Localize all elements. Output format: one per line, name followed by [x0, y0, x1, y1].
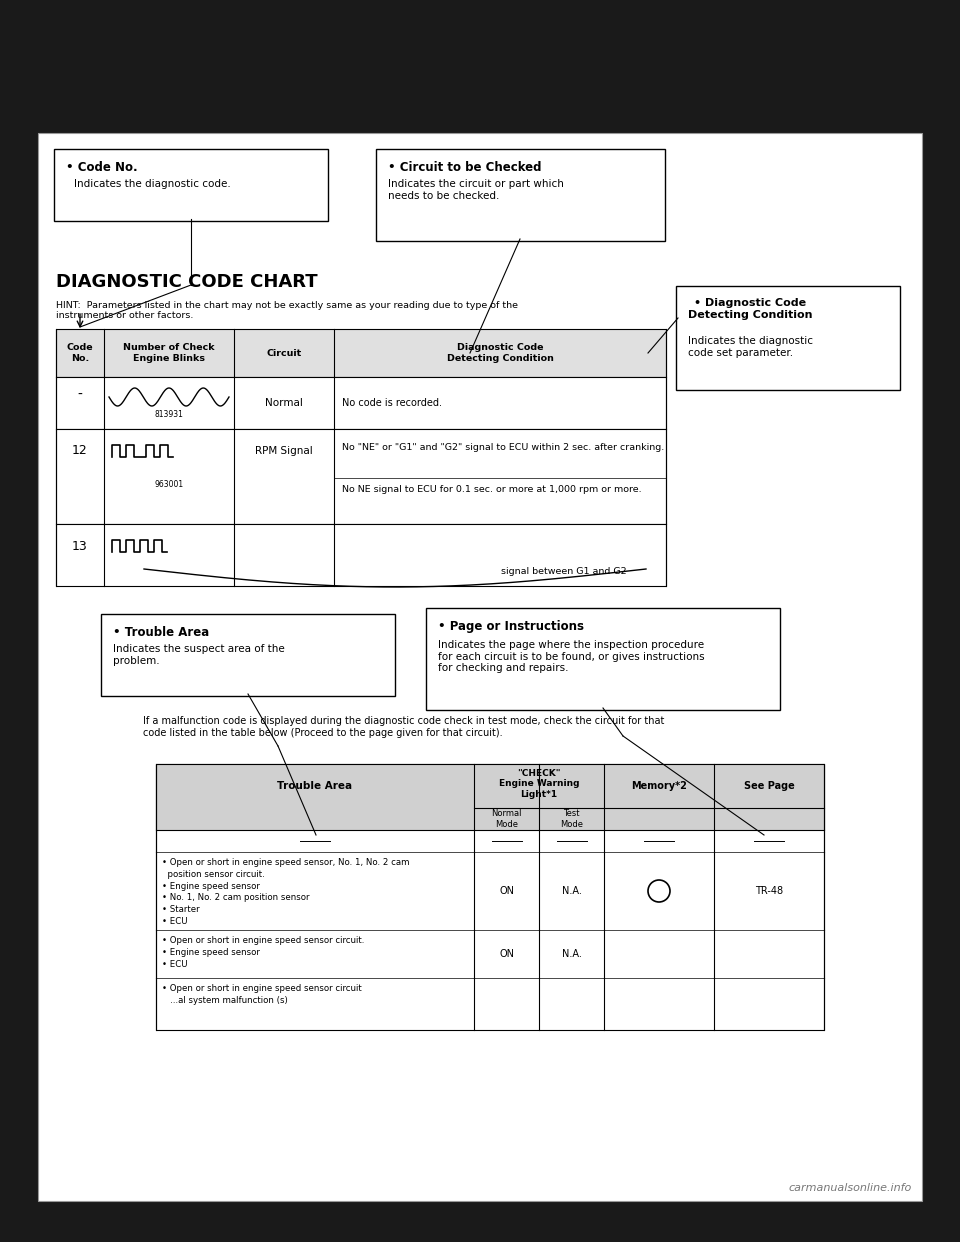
Text: ON: ON	[499, 886, 514, 895]
Text: Number of Check
Engine Blinks: Number of Check Engine Blinks	[123, 343, 215, 363]
Text: RPM Signal: RPM Signal	[255, 446, 313, 456]
Text: No NE signal to ECU for 0.1 sec. or more at 1,000 rpm or more.: No NE signal to ECU for 0.1 sec. or more…	[342, 484, 641, 493]
FancyBboxPatch shape	[101, 614, 395, 696]
Text: Trouble Area: Trouble Area	[277, 781, 352, 791]
FancyBboxPatch shape	[156, 764, 824, 830]
Text: Indicates the page where the inspection procedure
for each circuit is to be foun: Indicates the page where the inspection …	[438, 640, 705, 673]
Text: • Diagnostic Code
Detecting Condition: • Diagnostic Code Detecting Condition	[688, 298, 812, 319]
FancyBboxPatch shape	[676, 286, 900, 390]
Text: Indicates the diagnostic
code set parameter.: Indicates the diagnostic code set parame…	[688, 337, 813, 358]
FancyBboxPatch shape	[376, 149, 665, 241]
FancyBboxPatch shape	[56, 428, 666, 524]
FancyBboxPatch shape	[38, 133, 922, 1201]
Text: • Trouble Area: • Trouble Area	[113, 626, 209, 638]
Text: Memory*2: Memory*2	[631, 781, 687, 791]
Text: • Open or short in engine speed sensor, No. 1, No. 2 cam
  position sensor circu: • Open or short in engine speed sensor, …	[162, 858, 410, 927]
Text: 12: 12	[72, 445, 88, 457]
Text: See Page: See Page	[744, 781, 794, 791]
Text: signal between G1 and G2: signal between G1 and G2	[501, 568, 627, 576]
Text: Code
No.: Code No.	[66, 343, 93, 363]
Text: HINT:  Parameters listed in the chart may not be exactly same as your reading du: HINT: Parameters listed in the chart may…	[56, 301, 518, 320]
Text: No "NE" or "G1" and "G2" signal to ECU within 2 sec. after cranking.: No "NE" or "G1" and "G2" signal to ECU w…	[342, 442, 664, 452]
Text: • Circuit to be Checked: • Circuit to be Checked	[388, 161, 541, 174]
Text: DIAGNOSTIC CODE CHART: DIAGNOSTIC CODE CHART	[56, 273, 318, 291]
FancyBboxPatch shape	[56, 524, 666, 586]
Text: Test
Mode: Test Mode	[560, 810, 583, 828]
Text: 963001: 963001	[155, 479, 183, 489]
Text: 13: 13	[72, 539, 88, 553]
Text: • Open or short in engine speed sensor circuit.
• Engine speed sensor
• ECU: • Open or short in engine speed sensor c…	[162, 936, 365, 969]
Text: 813931: 813931	[155, 410, 183, 419]
FancyBboxPatch shape	[54, 149, 328, 221]
Text: carmanualsonline.info: carmanualsonline.info	[789, 1182, 912, 1194]
FancyBboxPatch shape	[426, 609, 780, 710]
Text: • Code No.: • Code No.	[66, 161, 137, 174]
Text: "CHECK"
Engine Warning
Light*1: "CHECK" Engine Warning Light*1	[499, 769, 579, 799]
Text: • Open or short in engine speed sensor circuit
   ...al system malfunction (s): • Open or short in engine speed sensor c…	[162, 984, 362, 1005]
Text: No code is recorded.: No code is recorded.	[342, 397, 442, 409]
Text: Indicates the circuit or part which
needs to be checked.: Indicates the circuit or part which need…	[388, 179, 564, 201]
FancyBboxPatch shape	[56, 378, 666, 428]
Text: -: -	[78, 388, 83, 402]
Text: • Page or Instructions: • Page or Instructions	[438, 620, 584, 633]
Text: Normal
Mode: Normal Mode	[492, 810, 521, 828]
Text: N.A.: N.A.	[562, 886, 582, 895]
Text: Indicates the diagnostic code.: Indicates the diagnostic code.	[74, 179, 230, 189]
Text: N.A.: N.A.	[562, 949, 582, 959]
Text: TR-48: TR-48	[755, 886, 783, 895]
Text: ON: ON	[499, 949, 514, 959]
Text: Indicates the suspect area of the
problem.: Indicates the suspect area of the proble…	[113, 645, 285, 666]
FancyBboxPatch shape	[156, 764, 824, 1030]
Text: Diagnostic Code
Detecting Condition: Diagnostic Code Detecting Condition	[446, 343, 553, 363]
Text: Normal: Normal	[265, 397, 303, 409]
FancyBboxPatch shape	[56, 329, 666, 378]
Text: If a malfunction code is displayed during the diagnostic code check in test mode: If a malfunction code is displayed durin…	[143, 715, 664, 738]
Text: Circuit: Circuit	[266, 349, 301, 358]
